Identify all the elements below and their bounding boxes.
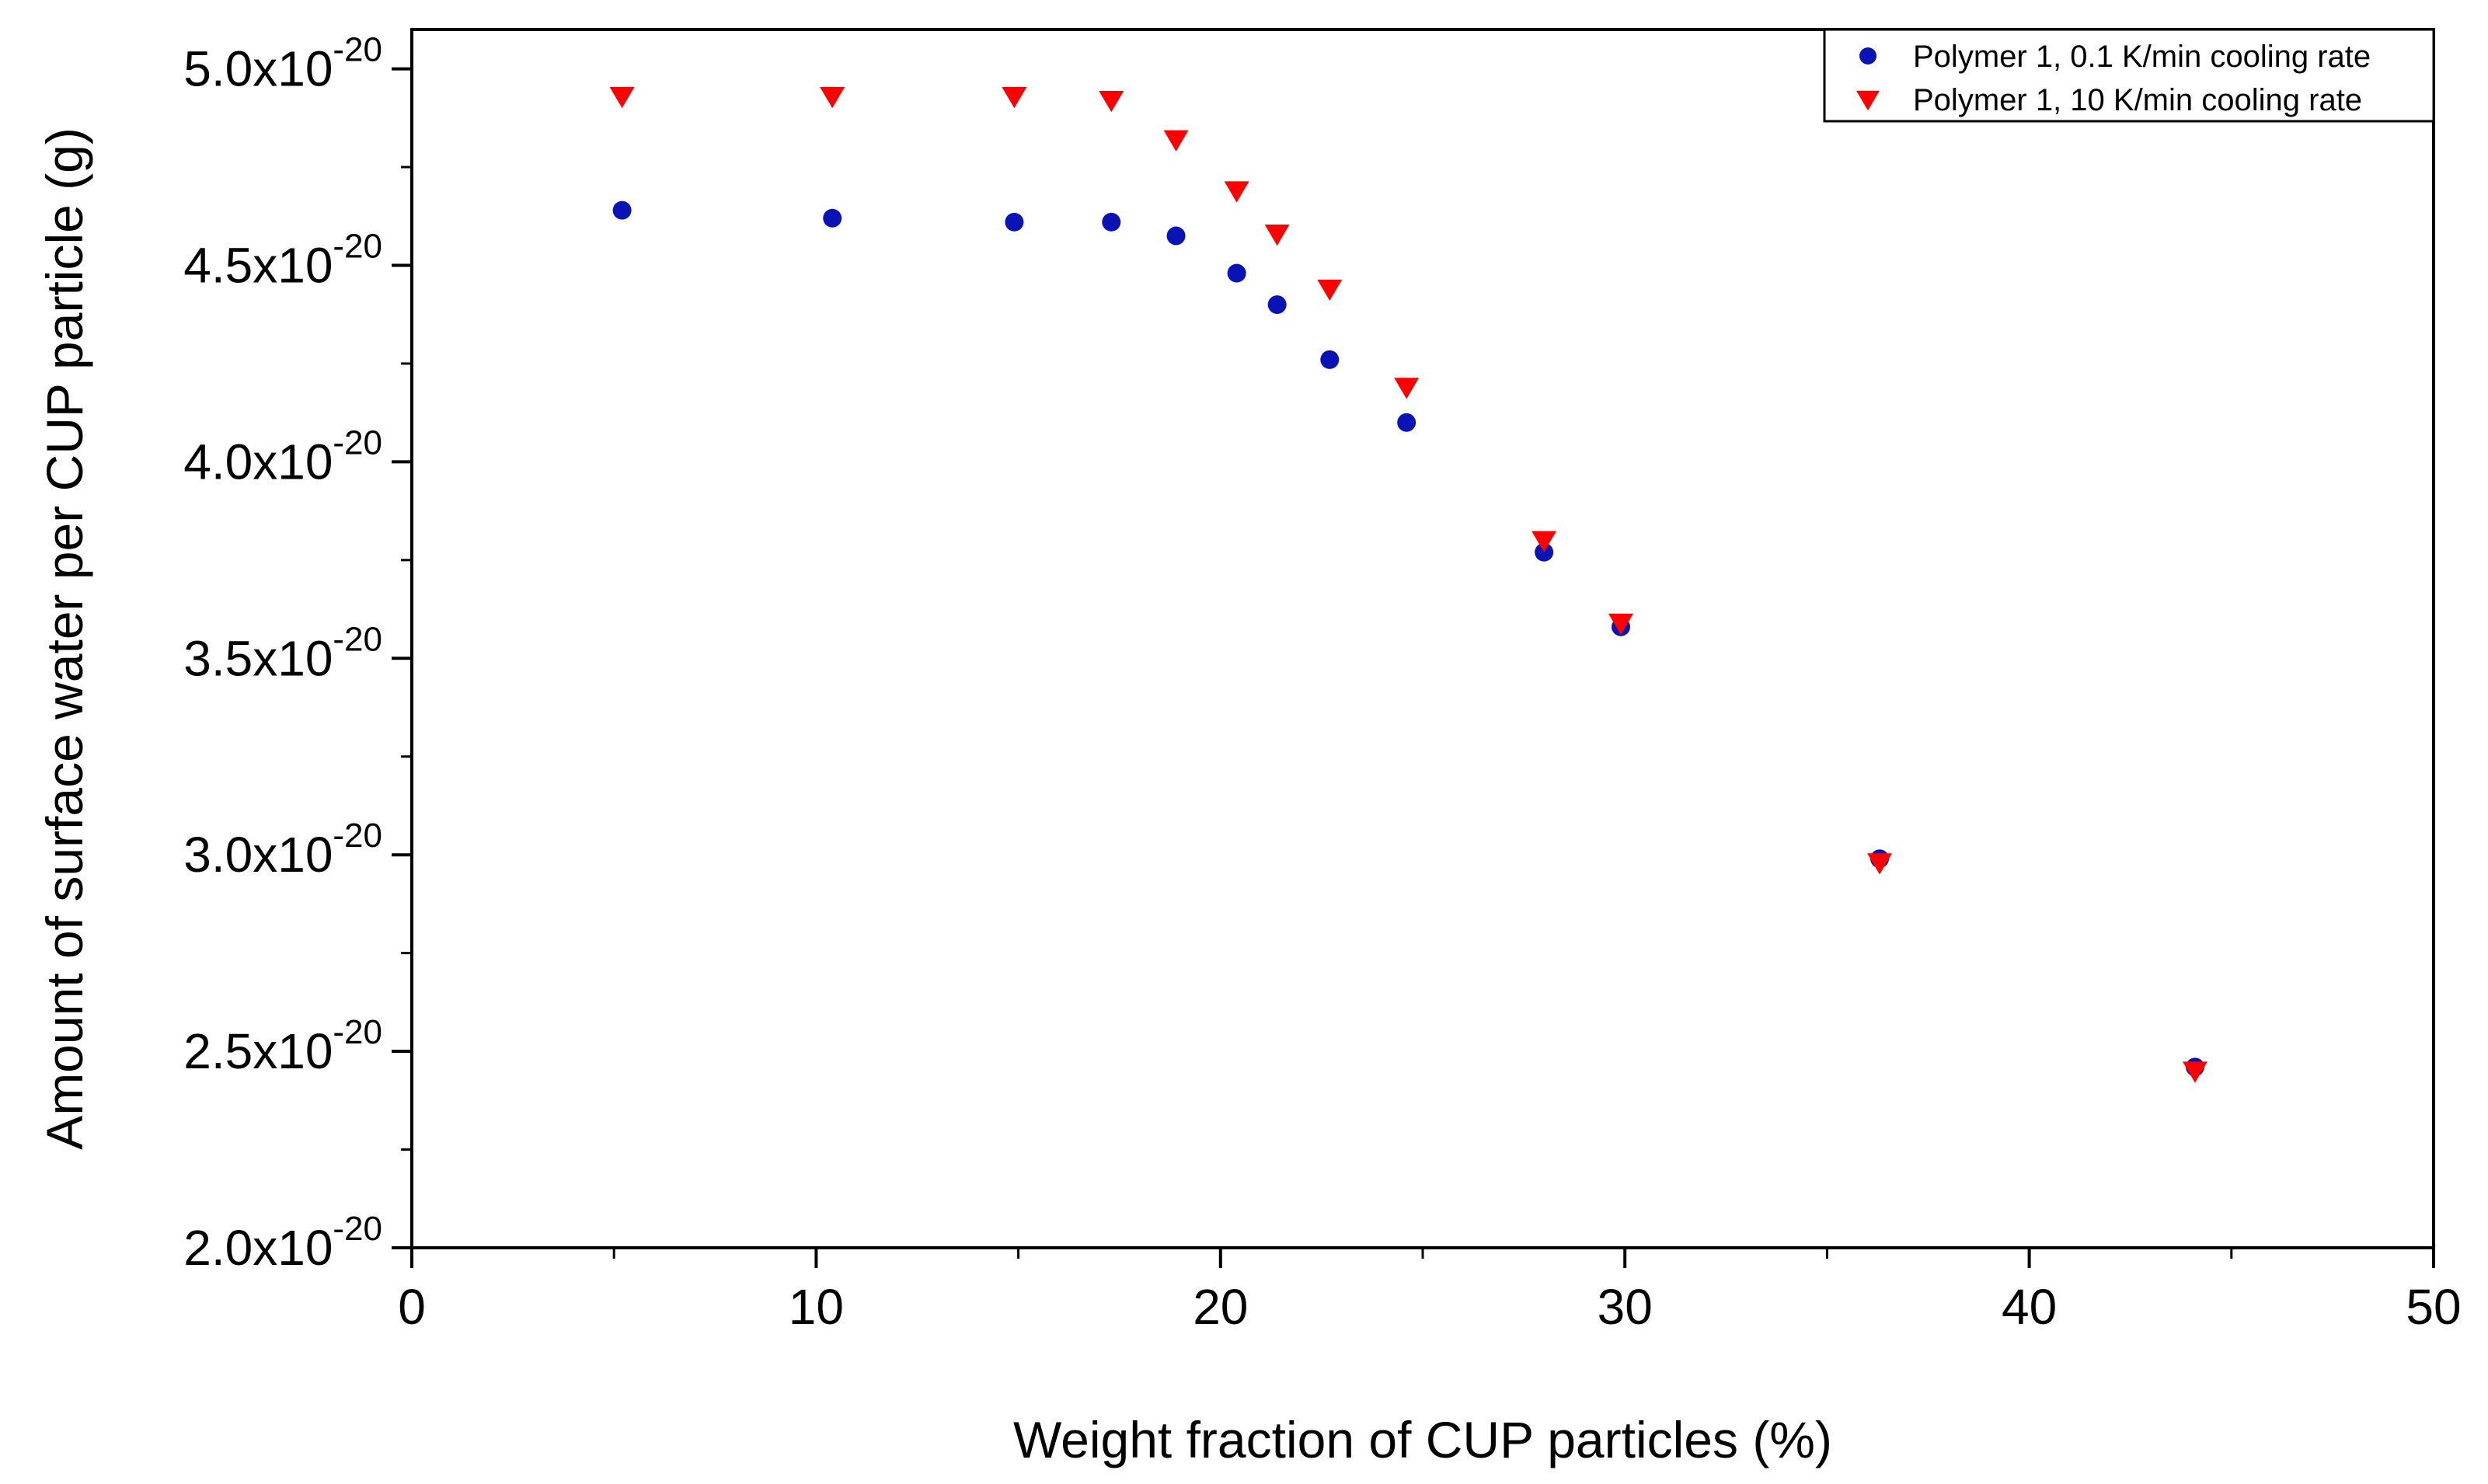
x-axis-title: Weight fraction of CUP particles (%) — [1013, 1411, 1832, 1468]
x-tick-label: 0 — [398, 1279, 426, 1335]
legend: Polymer 1, 0.1 K/min cooling rate Polymer… — [1823, 28, 2435, 123]
data-point-circle — [1397, 413, 1416, 432]
data-point-circle — [1227, 263, 1246, 283]
data-point-circle — [1005, 212, 1024, 232]
x-tick-label: 20 — [1193, 1279, 1248, 1335]
data-point-triangle — [1264, 225, 1290, 246]
x-tick-label: 50 — [2406, 1279, 2461, 1335]
data-point-circle — [1102, 212, 1121, 232]
data-point-triangle — [1394, 378, 1420, 399]
y-tick-mantissa: 4.0x10 — [183, 434, 333, 489]
y-tick-mantissa: 4.5x10 — [183, 237, 333, 293]
y-tick-label: 2.0x10-20 — [183, 1210, 382, 1276]
data-point-triangle — [1099, 91, 1124, 113]
y-tick-exponent: -20 — [333, 1013, 382, 1051]
legend-marker-circle — [1859, 47, 1876, 64]
data-point-circle — [1320, 350, 1340, 369]
x-tick-label: 30 — [1598, 1279, 1653, 1335]
data-point-circle — [612, 200, 632, 220]
data-point-triangle — [609, 86, 635, 109]
data-point-triangle — [1867, 853, 1893, 875]
y-tick-exponent: -20 — [333, 817, 382, 855]
y-tick-label: 3.0x10-20 — [183, 817, 382, 883]
series-2 — [609, 86, 2207, 1083]
y-tick-label: 4.0x10-20 — [183, 423, 382, 489]
y-tick-exponent: -20 — [333, 1210, 382, 1248]
y-tick-mantissa: 5.0x10 — [183, 41, 333, 97]
data-point-triangle — [1317, 279, 1343, 301]
data-point-triangle — [1002, 86, 1027, 109]
y-axis-ticks: 2.0x10-202.5x10-203.0x10-203.5x10-204.0x… — [183, 31, 412, 1276]
y-tick-mantissa: 3.0x10 — [183, 827, 333, 883]
y-tick-label: 5.0x10-20 — [183, 31, 382, 97]
y-tick-mantissa: 3.5x10 — [183, 630, 333, 686]
x-tick-label: 40 — [2002, 1279, 2057, 1335]
data-point-triangle — [1608, 613, 1633, 635]
x-axis-ticks: 0 10 20 30 40 50 — [398, 1248, 2462, 1335]
legend-box — [1823, 28, 2435, 123]
legend-label: Polymer 1, 10 K/min cooling rate — [1913, 83, 2362, 117]
y-tick-mantissa: 2.0x10 — [183, 1220, 333, 1276]
y-tick-exponent: -20 — [333, 423, 382, 462]
y-tick-label: 2.5x10-20 — [183, 1013, 382, 1079]
data-point-triangle — [2182, 1061, 2207, 1083]
data-point-triangle — [1224, 181, 1249, 203]
data-point-triangle — [1531, 531, 1557, 552]
y-tick-mantissa: 2.5x10 — [183, 1023, 333, 1079]
data-point-triangle — [820, 86, 845, 109]
data-point-circle — [1267, 295, 1287, 315]
legend-label: Polymer 1, 0.1 K/min cooling rate — [1913, 40, 2371, 74]
y-tick-label: 3.5x10-20 — [183, 620, 382, 686]
y-axis-title: Amount of surface water per CUP particle… — [36, 127, 93, 1150]
data-point-circle — [823, 208, 842, 228]
y-tick-exponent: -20 — [333, 620, 382, 658]
legend-marker-triangle — [1856, 90, 1880, 111]
data-series — [609, 86, 2207, 1083]
data-point-triangle — [1163, 130, 1189, 152]
data-point-circle — [1166, 226, 1186, 246]
y-tick-label: 4.5x10-20 — [183, 227, 382, 293]
y-tick-exponent: -20 — [333, 31, 382, 69]
x-tick-label: 10 — [789, 1279, 844, 1335]
y-tick-exponent: -20 — [333, 227, 382, 265]
